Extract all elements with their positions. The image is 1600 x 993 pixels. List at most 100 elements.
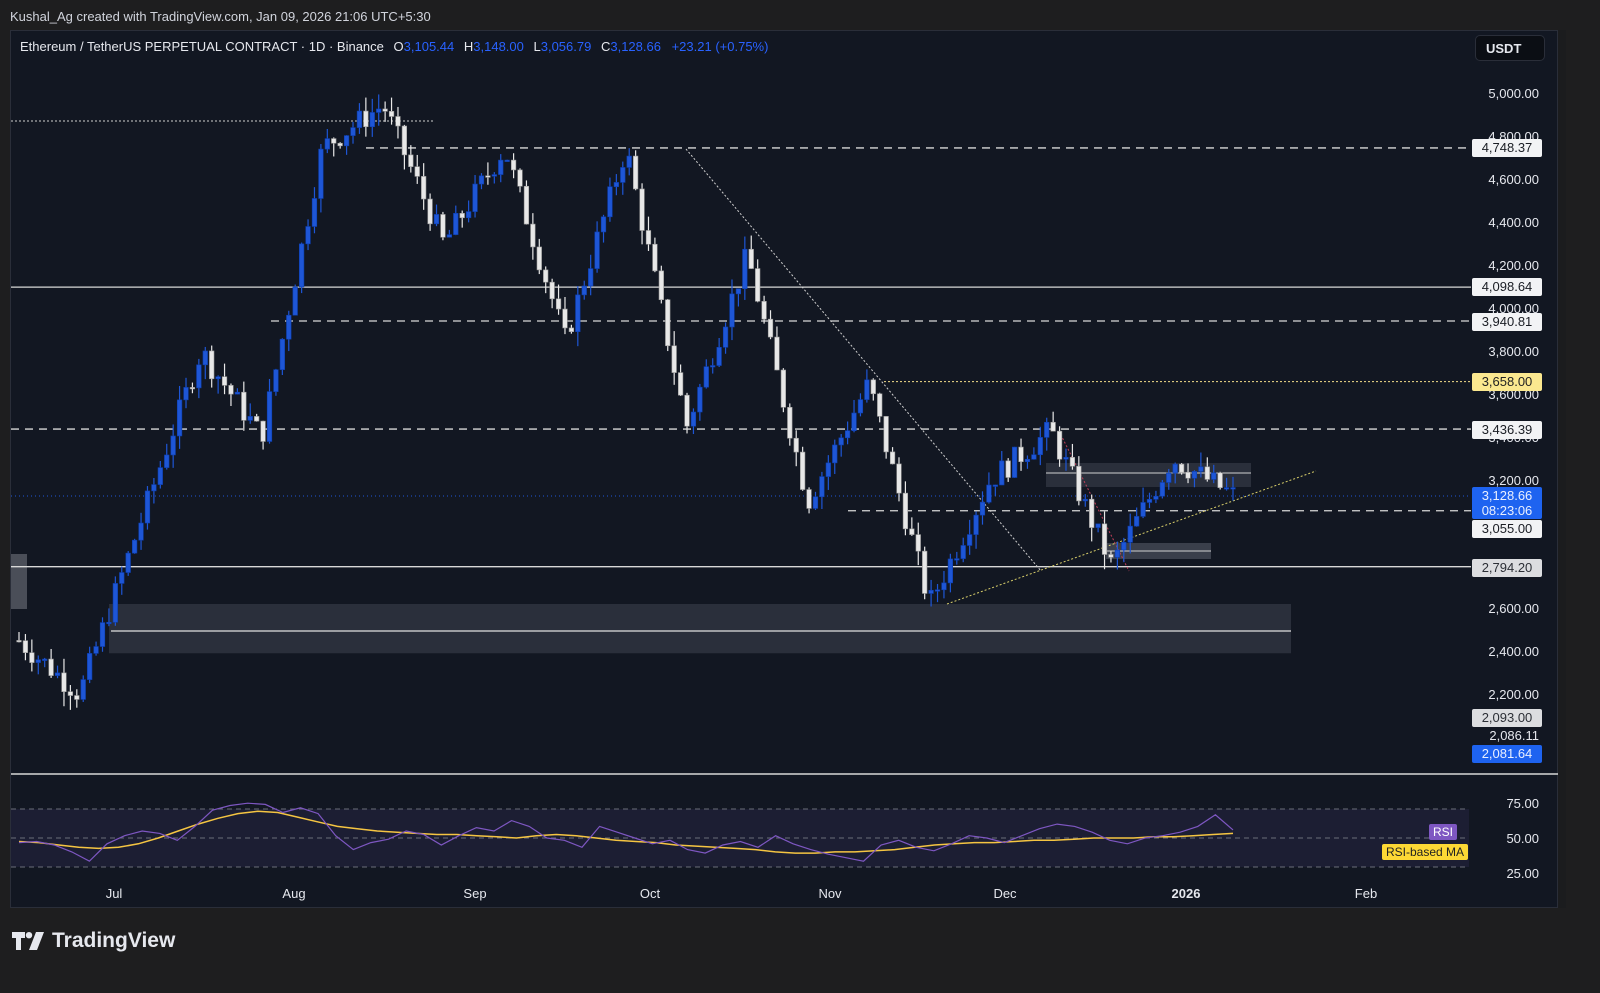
candle <box>119 572 125 584</box>
price-tick: 4,200.00 <box>1488 258 1539 273</box>
candle <box>1050 421 1056 432</box>
time-tick: Jul <box>105 886 123 901</box>
time-tick: Dec <box>993 886 1017 901</box>
candle <box>305 226 311 245</box>
candle <box>504 159 510 162</box>
rsi-tick: 25.00 <box>1506 866 1539 881</box>
rsi-ma-line <box>18 810 1234 854</box>
candle <box>510 159 517 171</box>
candle <box>247 416 253 421</box>
price-tick: 3,200.00 <box>1488 473 1539 488</box>
candle <box>440 214 446 238</box>
symbol-title[interactable]: Ethereum / TetherUS PERPETUAL CONTRACT ·… <box>20 39 384 54</box>
candle <box>491 174 497 177</box>
candle <box>787 406 793 439</box>
candle <box>1031 454 1037 460</box>
candle <box>61 672 67 692</box>
candle <box>902 492 909 530</box>
candle <box>748 248 754 269</box>
candle <box>16 640 22 643</box>
low-value: 3,056.79 <box>540 39 592 54</box>
candle <box>472 183 478 212</box>
chart-credit: Kushal_Ag created with TradingView.com, … <box>10 9 431 24</box>
candle <box>922 550 928 594</box>
candle <box>658 270 664 301</box>
candle <box>260 420 266 442</box>
candle <box>729 293 735 328</box>
candle <box>690 411 697 427</box>
candle <box>209 350 215 380</box>
candle <box>176 399 183 437</box>
level-tag-3658: 3,658.00 <box>1472 373 1542 391</box>
candle <box>125 552 131 573</box>
candle <box>80 679 86 700</box>
candle <box>851 412 857 432</box>
candle <box>273 369 279 392</box>
price-tick: 2,200.00 <box>1488 687 1539 702</box>
ohlc-legend: Ethereum / TetherUS PERPETUAL CONTRACT ·… <box>20 39 769 54</box>
candle <box>671 345 677 373</box>
candle <box>1127 525 1133 543</box>
candle <box>29 652 35 663</box>
candle <box>581 285 587 296</box>
candle <box>555 298 562 310</box>
candle <box>1204 466 1210 480</box>
tradingview-logo: TradingView <box>12 929 175 953</box>
currency-button[interactable]: USDT <box>1475 35 1545 61</box>
candle <box>132 539 138 554</box>
candle <box>170 435 176 456</box>
candle <box>986 484 992 503</box>
time-tick: Oct <box>639 886 661 901</box>
candle <box>896 463 902 494</box>
downtrend-line[interactable] <box>685 148 1042 572</box>
candle <box>677 372 684 396</box>
candle <box>1037 437 1043 456</box>
candle <box>299 243 305 288</box>
candle <box>883 416 889 453</box>
candle <box>421 176 427 200</box>
candle <box>144 490 151 524</box>
price-tick: 5,000.00 <box>1488 86 1539 101</box>
candle <box>286 314 292 340</box>
candle <box>241 391 247 421</box>
candle <box>215 376 221 380</box>
candle <box>710 365 716 368</box>
candle <box>382 108 388 112</box>
candle <box>568 327 575 332</box>
candle <box>1044 421 1050 438</box>
time-tick: Sep <box>463 886 487 901</box>
candle <box>1114 549 1120 558</box>
candle <box>1146 499 1153 503</box>
level-tag-2794: 2,794.20 <box>1472 559 1542 577</box>
rsi-ma-legend-tag: RSI-based MA <box>1381 844 1468 860</box>
candle <box>1005 460 1011 478</box>
candle <box>112 583 118 623</box>
candle <box>401 125 407 156</box>
candle <box>594 231 600 269</box>
candle <box>369 112 375 128</box>
price-chart[interactable] <box>11 31 1559 909</box>
chart-panel[interactable]: Ethereum / TetherUS PERPETUAL CONTRACT ·… <box>10 30 1559 909</box>
candle <box>459 213 465 219</box>
candle <box>909 528 915 535</box>
price-tick: 4,600.00 <box>1488 172 1539 187</box>
candle <box>979 501 986 516</box>
brand-name: TradingView <box>52 929 176 952</box>
candle <box>202 350 208 366</box>
candle <box>93 646 99 654</box>
candle <box>99 622 106 647</box>
candle <box>1153 495 1159 500</box>
candle <box>1198 466 1204 472</box>
candle <box>1140 502 1146 517</box>
candle <box>523 185 530 225</box>
candle <box>626 155 632 168</box>
candle <box>845 430 851 439</box>
candle <box>536 246 542 271</box>
candle <box>254 416 260 422</box>
candle <box>106 621 112 625</box>
candle <box>1121 542 1127 551</box>
candle <box>1166 472 1172 483</box>
candle <box>1134 516 1140 527</box>
candle <box>157 467 163 485</box>
candle <box>42 658 48 661</box>
